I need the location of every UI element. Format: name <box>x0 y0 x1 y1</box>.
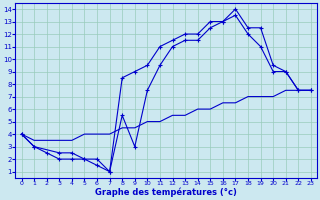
X-axis label: Graphe des températures (°c): Graphe des températures (°c) <box>95 188 237 197</box>
